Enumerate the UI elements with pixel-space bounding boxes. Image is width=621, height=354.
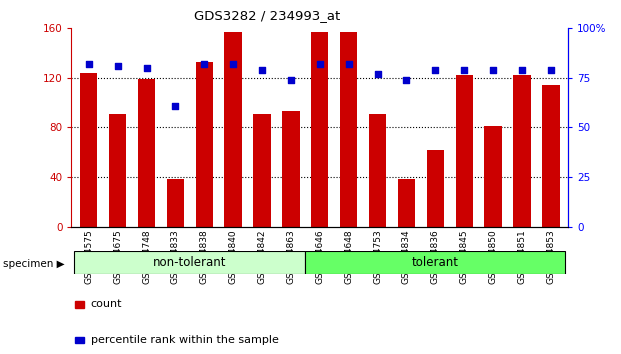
Point xyxy=(430,67,440,73)
Text: specimen ▶: specimen ▶ xyxy=(3,259,65,269)
Bar xyxy=(456,75,473,227)
Bar xyxy=(398,179,415,227)
Bar xyxy=(80,73,97,227)
Bar xyxy=(196,62,213,227)
Point xyxy=(460,67,469,73)
Point xyxy=(373,71,383,77)
Bar xyxy=(514,75,531,227)
Point xyxy=(286,77,296,83)
Point xyxy=(546,67,556,73)
Text: non-tolerant: non-tolerant xyxy=(153,256,227,269)
Bar xyxy=(427,150,444,227)
Bar xyxy=(253,114,271,227)
Text: count: count xyxy=(91,299,122,309)
Bar xyxy=(311,32,329,227)
Bar xyxy=(484,126,502,227)
Bar xyxy=(225,32,242,227)
Point xyxy=(517,67,527,73)
Point xyxy=(142,65,152,71)
Point xyxy=(257,67,267,73)
Bar xyxy=(75,251,306,274)
Bar xyxy=(283,111,299,227)
Bar xyxy=(340,32,357,227)
Point xyxy=(170,103,180,108)
Bar xyxy=(306,251,565,274)
Bar xyxy=(542,85,560,227)
Text: percentile rank within the sample: percentile rank within the sample xyxy=(91,335,278,345)
Text: GDS3282 / 234993_at: GDS3282 / 234993_at xyxy=(194,9,340,22)
Point xyxy=(344,61,354,67)
Point xyxy=(402,77,412,83)
Bar xyxy=(109,114,126,227)
Point xyxy=(228,61,238,67)
Point xyxy=(315,61,325,67)
Point xyxy=(488,67,498,73)
Point xyxy=(112,63,122,69)
Point xyxy=(199,61,209,67)
Text: tolerant: tolerant xyxy=(412,256,459,269)
Point xyxy=(84,61,94,67)
Bar xyxy=(166,179,184,227)
Bar xyxy=(138,79,155,227)
Bar xyxy=(369,114,386,227)
